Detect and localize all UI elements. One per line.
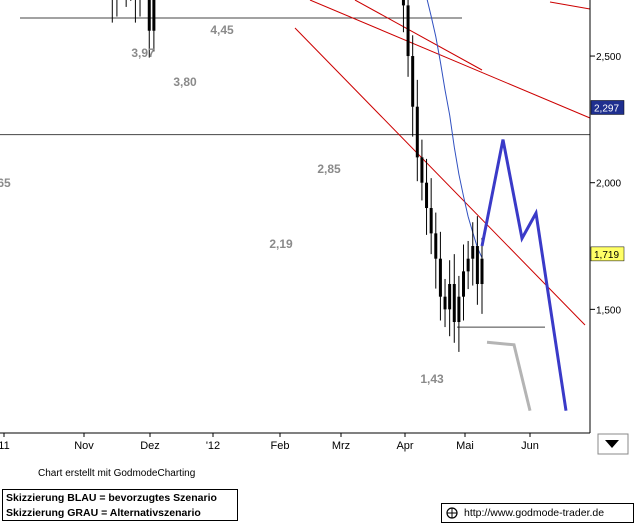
stock-chart: 4,45 3,97 3,80 2,85 2,19 1,43 65 1,500 2,000 2,5… — [0, 0, 629, 455]
x-tick-label: Dez — [140, 440, 160, 452]
x-axis: 11 Nov Dez '12 Feb Mrz Apr Mai Jun — [0, 433, 539, 452]
level-labels: 4,45 3,97 3,80 2,85 2,19 1,43 65 — [0, 23, 444, 386]
godmode-logo-icon — [446, 507, 458, 519]
price-bar — [434, 233, 438, 259]
price-bar — [466, 258, 470, 272]
price-bar — [411, 56, 415, 107]
blue-scenario-line — [480, 139, 568, 411]
trendline — [294, 27, 586, 326]
price-bar — [429, 208, 433, 234]
trendline — [309, 0, 591, 119]
price-bar — [425, 182, 429, 209]
plot-area — [0, 0, 590, 433]
level-label: 2,19 — [269, 237, 293, 251]
price-badge — [590, 100, 625, 115]
legend-blue: Skizzierung BLAU = bevorzugtes Szenario — [6, 492, 217, 504]
price-bar — [480, 258, 484, 285]
x-tick-label: 11 — [0, 440, 10, 452]
website-link[interactable]: http://www.godmode-trader.de — [441, 503, 634, 523]
website-url: http://www.godmode-trader.de — [464, 507, 605, 519]
price-bars — [111, 0, 484, 352]
trendlines — [294, 0, 591, 326]
price-bar — [452, 284, 456, 323]
level-label: 1,43 — [420, 372, 444, 386]
trendline — [549, 1, 591, 10]
price-bar — [415, 106, 419, 158]
price-bar — [420, 157, 424, 183]
y-tick-label: 2,500 — [596, 52, 621, 63]
scenario-sketches — [480, 139, 568, 412]
price-badge — [590, 246, 625, 262]
level-label: 4,45 — [210, 23, 234, 37]
price-bar — [475, 246, 479, 285]
x-tick-label: Feb — [271, 440, 290, 452]
y-tick-label: 2,000 — [596, 179, 621, 190]
x-tick-label: Apr — [396, 440, 413, 452]
price-bar — [406, 5, 410, 57]
x-tick-label: '12 — [206, 440, 220, 452]
price-badge-label: 1,719 — [594, 250, 619, 261]
price-bar — [438, 258, 442, 297]
level-label: 3,97 — [131, 46, 155, 60]
price-bar — [152, 0, 156, 31]
grey-scenario-line — [486, 340, 532, 412]
price-bar — [448, 284, 452, 310]
price-bar — [471, 246, 475, 259]
price-bar — [462, 271, 466, 297]
level-label: 2,85 — [317, 162, 341, 176]
trendline — [354, 0, 483, 71]
y-tick-label: 1,500 — [596, 305, 621, 316]
level-label: 65 — [0, 176, 11, 190]
price-bar — [147, 0, 151, 31]
legend-grey: Skizzierung GRAU = Alternativszenario — [6, 507, 201, 519]
level-label: 3,80 — [173, 75, 197, 89]
chart-credit: Chart erstellt mit GodmodeCharting — [38, 468, 196, 479]
x-tick-label: Jun — [521, 440, 539, 452]
scenario-legend: Skizzierung BLAU = bevorzugtes Szenario … — [2, 489, 238, 521]
price-bar — [401, 0, 405, 6]
x-tick-label: Nov — [74, 440, 94, 452]
price-bar — [443, 296, 447, 310]
scroll-arrows-icon[interactable] — [597, 433, 629, 455]
x-tick-label: Mrz — [332, 440, 350, 452]
x-tick-label: Mai — [456, 440, 474, 452]
price-badge-label: 2,297 — [594, 103, 619, 114]
price-bar — [457, 296, 461, 323]
